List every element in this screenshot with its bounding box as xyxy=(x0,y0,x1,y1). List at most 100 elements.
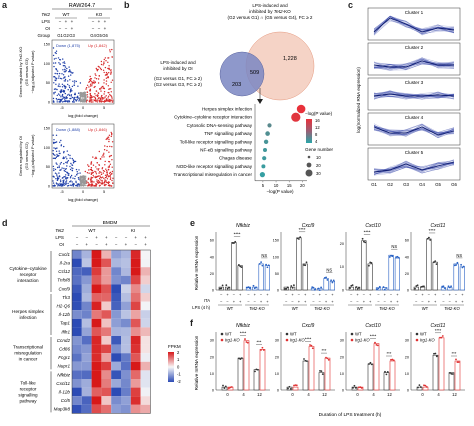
heatmap-cell xyxy=(72,301,82,311)
replicate-point xyxy=(396,255,399,258)
expression-bar xyxy=(237,265,243,291)
legend-marker-wt xyxy=(415,332,419,336)
down-gene-point xyxy=(64,182,66,184)
y-tick-label: 0 xyxy=(277,388,279,392)
legend-wt: WT xyxy=(225,332,232,337)
up-gene-point xyxy=(107,136,110,138)
heatmap-cell xyxy=(111,404,121,414)
down-gene-point xyxy=(52,47,55,49)
up-gene-point xyxy=(107,67,109,70)
up-gene-point xyxy=(100,173,103,175)
wt-label: WT xyxy=(63,12,70,17)
replicate-point xyxy=(228,286,230,289)
expression-bar xyxy=(302,360,309,391)
down-gene-point xyxy=(58,154,60,157)
up-gene-point xyxy=(104,99,106,102)
significance-mark: **** xyxy=(305,337,312,342)
oi-sign: − xyxy=(59,26,62,31)
venn-left-3: (G2 versus G1, FC ≥ 2) xyxy=(154,76,202,81)
up-gene-point xyxy=(103,152,105,154)
up-gene-point xyxy=(110,135,113,138)
y-tick-label: 30 xyxy=(405,339,409,343)
up-gene-point xyxy=(95,78,98,80)
heatmap-cell xyxy=(111,379,121,388)
down-gene-point xyxy=(72,99,75,102)
down-gene-point xyxy=(67,83,69,86)
panel-c-label: c xyxy=(348,0,354,10)
down-gene-point xyxy=(52,152,54,155)
ita-sign: − xyxy=(415,292,418,297)
replicate-point xyxy=(435,263,438,266)
up-gene-point xyxy=(93,80,95,82)
down-gene-point xyxy=(58,62,60,64)
replicate-point xyxy=(414,287,416,290)
replicate-point xyxy=(240,266,243,269)
down-gene-point xyxy=(59,185,61,187)
pathway-dot xyxy=(265,131,270,136)
replicate-point xyxy=(415,285,418,287)
replicate-point xyxy=(434,260,437,263)
y-tick-label: 0 xyxy=(277,288,279,292)
down-gene-point xyxy=(57,177,59,179)
ita-sign: + xyxy=(434,292,437,297)
down-gene-point xyxy=(59,179,62,181)
down-gene-point xyxy=(55,57,57,60)
up-gene-point xyxy=(94,97,97,100)
legend-wt: WT xyxy=(355,332,362,337)
up-gene-point xyxy=(108,65,110,67)
x-tick-label: 4 xyxy=(372,392,375,397)
cluster-mean-trace xyxy=(373,93,455,97)
up-gene-point xyxy=(89,168,92,171)
heatmap-cell xyxy=(111,370,121,379)
down-gene-point xyxy=(66,158,68,160)
up-gene-point xyxy=(103,97,105,99)
replicate-point xyxy=(262,349,265,351)
down-gene-point xyxy=(66,161,69,163)
up-gene-point xyxy=(93,86,95,89)
replicate-point xyxy=(375,344,378,346)
up-gene-point xyxy=(95,74,97,77)
ita-sign: + xyxy=(461,292,464,297)
replicate-point xyxy=(368,363,370,365)
expression-bar xyxy=(432,354,439,391)
gene-label: Cxcl9 xyxy=(59,286,71,291)
lps-sign: + xyxy=(455,299,458,304)
pathway-label: NF-κB signalling pathway xyxy=(200,148,253,153)
up-gene-point xyxy=(112,99,114,101)
category-label: infection xyxy=(19,315,37,320)
ns-gene-point xyxy=(80,91,82,94)
up-gene-point xyxy=(110,69,112,71)
up-gene-point xyxy=(94,99,97,102)
replicate-point xyxy=(391,358,394,361)
replicate-point xyxy=(305,360,308,362)
lps-sign: − xyxy=(247,299,250,304)
f-xlab: Duration of LPS treatment (h) xyxy=(319,412,382,418)
replicate-point xyxy=(248,287,251,289)
up-gene-point xyxy=(111,79,114,81)
replicate-point xyxy=(443,287,446,289)
down-gene-point xyxy=(75,80,78,83)
significance-mark: **** xyxy=(240,331,247,336)
vol2-xticks: -5 0 5 xyxy=(60,190,105,194)
expression-bar xyxy=(388,254,394,291)
up-gene-point xyxy=(111,172,113,175)
group-tick-label: G2 xyxy=(387,182,393,187)
down-gene-point xyxy=(73,101,75,103)
up-gene-point xyxy=(105,180,107,182)
heatmap-cell xyxy=(72,379,82,388)
replicate-point xyxy=(433,352,435,355)
y-tick-label: 30 xyxy=(275,339,279,343)
up-gene-point xyxy=(111,132,113,135)
down-gene-point xyxy=(56,147,58,149)
replicate-point xyxy=(383,288,386,291)
heatmap-cell xyxy=(140,353,151,362)
up-gene-point xyxy=(95,166,97,168)
down-gene-point xyxy=(65,86,67,88)
up-gene-point xyxy=(106,145,108,148)
down-gene-point xyxy=(53,93,55,95)
cluster-title: Cluster 5 xyxy=(405,150,424,155)
ita-sign: + xyxy=(239,292,242,297)
significance-mark: *** xyxy=(257,339,262,344)
replicate-point xyxy=(370,261,373,264)
expression-bar xyxy=(448,372,455,391)
